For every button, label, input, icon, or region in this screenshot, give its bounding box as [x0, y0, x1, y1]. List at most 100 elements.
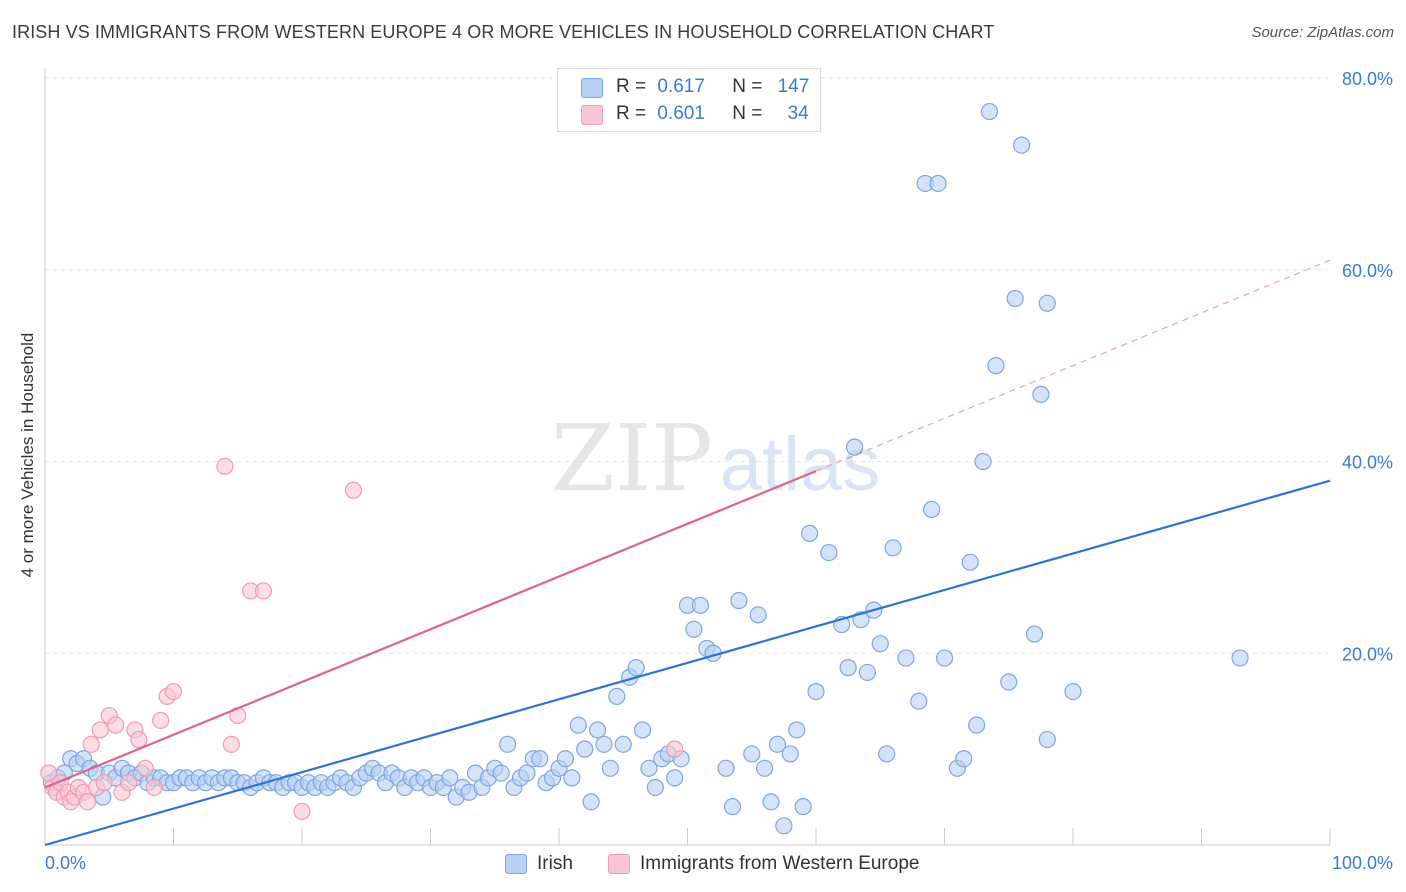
- immigrants-point: [119, 774, 138, 792]
- chart-title: IRISH VS IMMIGRANTS FROM WESTERN EUROPE …: [12, 22, 995, 42]
- irish-point: [666, 769, 684, 787]
- source-label: Source: ZipAtlas.com: [1251, 24, 1394, 41]
- irish-point: [1064, 682, 1082, 701]
- irish-point: [595, 735, 613, 753]
- irish-point: [794, 798, 812, 816]
- y-tick-label: 40.0%: [1342, 453, 1393, 473]
- y-tick-label: 80.0%: [1342, 69, 1393, 89]
- irish-point: [743, 745, 761, 763]
- irish-point: [910, 692, 928, 710]
- immigrants-trend-line: [44, 470, 817, 789]
- immigrants-point: [152, 711, 170, 729]
- irish-point: [858, 663, 877, 682]
- watermark-atlas: atlas: [720, 422, 881, 507]
- immigrants-r-value: 0.601: [657, 103, 705, 124]
- irish-point: [788, 721, 806, 739]
- irish-point: [582, 793, 600, 811]
- irish-point: [1038, 730, 1056, 749]
- irish-point: [974, 452, 992, 471]
- immigrants-point: [136, 759, 154, 777]
- irish-point: [923, 500, 941, 519]
- irish-point: [1006, 289, 1024, 308]
- irish-point: [518, 764, 536, 782]
- irish-point: [1032, 385, 1050, 403]
- irish-point: [569, 716, 587, 734]
- irish-point: [839, 659, 857, 677]
- irish-legend-label: Irish: [537, 853, 573, 874]
- immigrants-point: [222, 735, 240, 753]
- irish-point: [723, 798, 742, 816]
- irish-point: [691, 596, 709, 614]
- immigrants-r-label: R =: [616, 103, 647, 124]
- immigrants-point: [95, 774, 113, 792]
- irish-point: [685, 620, 703, 638]
- immigrants-n-value: 34: [787, 103, 809, 124]
- irish-trend-line: [44, 479, 1331, 847]
- irish-point: [1025, 625, 1044, 643]
- irish-point: [781, 745, 799, 763]
- irish-point: [878, 745, 896, 763]
- irish-point: [1231, 649, 1249, 667]
- irish-point: [762, 793, 780, 811]
- irish-point: [614, 735, 632, 753]
- irish-point: [820, 543, 838, 562]
- immigrants-point: [666, 740, 684, 758]
- irish-n-value: 147: [777, 76, 810, 97]
- irish-point: [749, 606, 767, 624]
- irish-point: [608, 687, 626, 705]
- irish-point: [968, 716, 986, 734]
- y-tick-label: 20.0%: [1342, 644, 1393, 664]
- irish-point: [775, 817, 793, 835]
- irish-point: [492, 764, 510, 782]
- irish-point: [627, 659, 645, 677]
- irish-r-label: R =: [616, 76, 647, 97]
- irish-point: [1000, 673, 1018, 691]
- irish-point: [800, 524, 819, 543]
- irish-point: [768, 735, 787, 753]
- immigrants-point: [254, 582, 273, 600]
- irish-point: [646, 778, 664, 797]
- immigrants-point: [293, 802, 311, 821]
- irish-point: [563, 769, 581, 787]
- watermark-zip: ZIP: [551, 405, 713, 512]
- irish-point: [961, 553, 979, 571]
- irish-legend-swatch: [505, 854, 527, 874]
- irish-point: [871, 635, 889, 653]
- irish-point: [955, 750, 973, 768]
- irish-point: [897, 649, 915, 667]
- immigrants-point: [164, 682, 183, 701]
- irish-point: [499, 735, 517, 753]
- immigrants-legend-swatch: [608, 854, 630, 874]
- irish-r-value: 0.617: [657, 76, 705, 97]
- irish-n-label: N =: [732, 76, 763, 97]
- y-axis-label: 4 or more Vehicles in Household: [18, 332, 37, 578]
- stats-legend: R = 0.617 N = 147 R = 0.601 N = 34: [557, 68, 821, 132]
- irish-swatch: [581, 78, 603, 98]
- irish-point: [556, 750, 575, 768]
- immigrants-legend-label: Immigrants from Western Europe: [640, 853, 920, 874]
- y-tick-label: 60.0%: [1342, 261, 1393, 281]
- immigrants-trend-extension: [815, 259, 1331, 472]
- irish-point: [987, 357, 1005, 375]
- immigrants-point: [78, 793, 97, 811]
- irish-point: [845, 438, 864, 456]
- irish-point: [576, 740, 594, 758]
- x-tick-label: 0.0%: [45, 853, 86, 873]
- immigrants-point: [82, 735, 100, 753]
- immigrants-n-label: N =: [732, 103, 763, 124]
- irish-point: [755, 759, 774, 777]
- x-tick-label: 100.0%: [1332, 853, 1393, 873]
- irish-point: [929, 174, 947, 193]
- immigrants-point: [130, 730, 148, 749]
- irish-point: [807, 682, 825, 701]
- immigrants-point: [216, 457, 234, 475]
- irish-point: [441, 769, 459, 787]
- irish-point: [1012, 136, 1031, 154]
- irish-point: [980, 102, 999, 121]
- irish-point: [1038, 294, 1056, 312]
- irish-point: [935, 649, 954, 667]
- immigrants-point: [145, 778, 163, 797]
- immigrants-point: [91, 721, 109, 739]
- irish-point: [884, 539, 902, 557]
